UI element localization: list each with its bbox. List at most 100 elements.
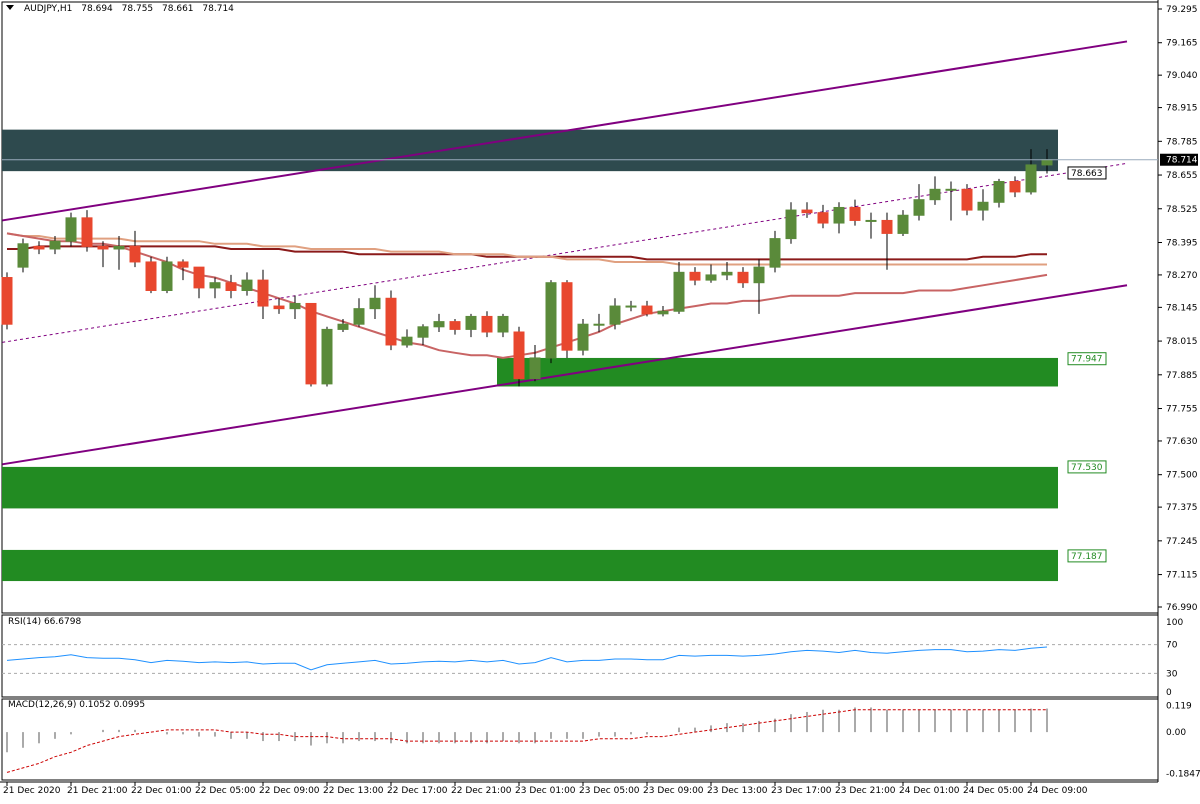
candle (1, 272, 13, 330)
moving-average-2 (6, 232, 1048, 359)
candle (993, 178, 1005, 208)
close-value: 78.714 (202, 4, 234, 14)
price-pane (1, 1, 1159, 614)
dropdown-triangle-icon[interactable] (6, 5, 14, 10)
candle (353, 298, 365, 327)
chart-header: AUDJPY,H1 78.694 78.755 78.661 78.714 (6, 4, 234, 14)
candle-body (865, 219, 877, 222)
candle-body (785, 209, 797, 240)
candle-body (1009, 181, 1021, 193)
candle (561, 280, 573, 358)
candle-body (33, 245, 45, 250)
candle-body (833, 206, 845, 224)
candle (753, 259, 765, 314)
rsi-label: RSI(14) 66.6798 (8, 617, 82, 627)
time-tick-label: 21 Dec 2020 (3, 786, 61, 796)
low-value: 78.661 (162, 4, 194, 14)
time-tick-label: 21 Dec 21:00 (67, 786, 128, 796)
time-tick-label: 24 Dec 01:00 (899, 786, 960, 796)
candle-body (1041, 159, 1053, 166)
candle (577, 319, 589, 356)
rsi-tick-label: 100 (1166, 618, 1183, 628)
time-tick-label: 23 Dec 17:00 (771, 786, 832, 796)
candle (177, 259, 189, 281)
candle (305, 302, 317, 387)
candle (465, 313, 477, 338)
candle-body (545, 282, 557, 359)
candle-body (449, 321, 461, 330)
candle-body (385, 297, 397, 346)
rsi-tick-label: 0 (1166, 688, 1172, 698)
price-tick-label: 78.525 (1166, 205, 1198, 215)
zone-support-3 (2, 549, 1058, 582)
candle (737, 267, 749, 288)
level-label: 78.663 (1071, 169, 1103, 179)
candle (593, 313, 605, 332)
level-box (1067, 166, 1107, 180)
candle-body (369, 297, 381, 310)
time-tick-label: 22 Dec 17:00 (387, 786, 448, 796)
candle (337, 319, 349, 332)
candle (97, 241, 109, 268)
price-tick-label: 78.915 (1166, 104, 1198, 114)
candle-body (65, 217, 77, 242)
candle (481, 311, 493, 338)
level-label: 77.530 (1071, 463, 1103, 473)
price-tick-label: 77.500 (1166, 471, 1198, 481)
candle-body (913, 199, 925, 216)
candle (129, 230, 141, 268)
time-tick-label: 23 Dec 09:00 (643, 786, 704, 796)
price-tick-label: 78.655 (1166, 171, 1198, 181)
candle-body (673, 271, 685, 312)
candle (113, 236, 125, 270)
candle (449, 319, 461, 335)
candle-body (145, 261, 157, 291)
candle (673, 261, 685, 314)
candle (49, 236, 61, 255)
current-price-label: 78.714 (1166, 156, 1198, 166)
price-tick-label: 77.115 (1166, 571, 1198, 581)
candle (417, 324, 429, 345)
candle-body (273, 305, 285, 310)
price-tick-label: 77.245 (1166, 537, 1198, 547)
candle (161, 256, 173, 294)
candle (17, 238, 29, 273)
rsi-tick-label: 70 (1166, 641, 1178, 651)
level-label: 77.947 (1071, 355, 1103, 365)
price-tick-label: 76.990 (1166, 603, 1198, 613)
candle-body (513, 331, 525, 380)
candle-body (769, 238, 781, 268)
candle-body (225, 282, 237, 291)
candle-body (305, 302, 317, 385)
price-tick-label: 77.630 (1166, 437, 1198, 447)
macd-label: MACD(12,26,9) 0.1052 0.0995 (8, 700, 146, 710)
time-tick-label: 22 Dec 21:00 (451, 786, 512, 796)
candle-body (689, 271, 701, 281)
candle (657, 306, 669, 317)
candle-body (705, 274, 717, 281)
price-tick-label: 78.785 (1166, 137, 1198, 147)
candle (273, 298, 285, 314)
candle-body (433, 321, 445, 328)
candle-body (561, 282, 573, 351)
candle-body (609, 305, 621, 325)
candle-body (737, 271, 749, 284)
candle (1009, 176, 1021, 198)
price-tick-label: 79.165 (1166, 39, 1198, 49)
candle (81, 210, 93, 252)
candle-body (497, 315, 509, 333)
candle-body (161, 261, 173, 291)
candle-body (641, 305, 653, 315)
candle (321, 326, 333, 387)
level-label: 77.187 (1071, 552, 1103, 562)
candle (625, 300, 637, 312)
candle-body (961, 188, 973, 211)
candle (33, 241, 45, 255)
candle (641, 300, 653, 317)
open-value: 78.694 (81, 4, 113, 14)
candle (225, 274, 237, 299)
candle-body (993, 181, 1005, 203)
upper-channel-line (2, 40, 1128, 222)
macd-pane (1, 698, 1159, 781)
candle-body (753, 266, 765, 284)
